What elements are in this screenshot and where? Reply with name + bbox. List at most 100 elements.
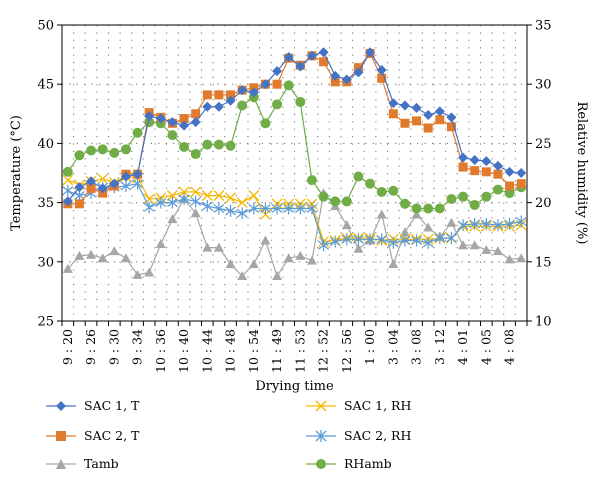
data-point-sac-1-t <box>109 178 120 189</box>
data-point-sac-1-t <box>295 61 306 72</box>
data-point-sac-1-t <box>365 47 376 58</box>
data-point-sac-2-t <box>226 90 236 100</box>
data-point-sac-1-t <box>155 113 166 124</box>
data-point-sac-2-t <box>458 162 468 172</box>
data-point-sac-1-rh <box>178 186 190 198</box>
data-point-tamb <box>306 255 317 265</box>
data-point-tamb <box>492 246 503 256</box>
data-point-sac-1-rh <box>190 186 202 198</box>
data-point-sac-2-rh <box>120 180 132 193</box>
series-line-sac-1-rh <box>67 175 522 243</box>
data-point-sac-1-t <box>202 101 213 112</box>
data-point-tamb <box>120 253 131 263</box>
data-point-sac-1-t <box>446 112 457 123</box>
data-point-rhamb <box>423 203 434 214</box>
data-point-sac-2-rh <box>515 215 527 228</box>
data-point-tamb <box>144 267 155 277</box>
data-point-sac-2-t <box>412 116 422 126</box>
data-point-rhamb <box>237 100 248 111</box>
data-point-rhamb <box>458 191 469 202</box>
data-point-rhamb <box>504 188 515 199</box>
data-point-sac-1-t <box>341 74 352 85</box>
x-tick-label: 4 : 05 <box>478 329 493 365</box>
data-point-tamb <box>469 240 480 250</box>
data-point-sac-2-t <box>400 118 410 128</box>
data-point-rhamb <box>120 144 131 155</box>
data-point-rhamb <box>481 191 492 202</box>
data-point-sac-2-rh <box>167 196 178 209</box>
data-point-rhamb <box>109 147 120 158</box>
data-point-tamb <box>213 242 224 252</box>
data-point-rhamb <box>283 80 294 91</box>
data-point-sac-1-rh <box>248 190 260 201</box>
data-point-rhamb <box>399 198 410 209</box>
data-point-tamb <box>446 217 457 227</box>
data-point-sac-1-rh <box>166 190 178 201</box>
data-point-sac-2-rh <box>376 233 388 246</box>
x-tick-label: 10 : 36 <box>153 329 168 373</box>
data-point-sac-2-t <box>202 90 212 100</box>
data-point-sac-2-rh <box>411 234 422 247</box>
x-tick-label: 4 : 01 <box>455 329 470 365</box>
data-point-sac-1-t <box>399 100 410 111</box>
data-point-sac-1-t <box>330 70 341 81</box>
x-tick-label: 3 : 04 <box>385 329 400 365</box>
data-point-rhamb <box>295 96 306 107</box>
x-tick-label: 3 : 08 <box>409 329 424 365</box>
data-point-rhamb <box>353 171 364 182</box>
data-point-sac-1-t <box>74 182 85 193</box>
data-point-sac-1-t <box>376 64 387 75</box>
data-point-sac-1-t <box>190 117 201 128</box>
data-point-sac-1-t <box>167 117 178 128</box>
data-point-sac-2-rh <box>364 233 376 246</box>
data-point-sac-2-rh <box>387 236 399 249</box>
data-point-sac-1-t <box>423 109 434 120</box>
data-point-rhamb <box>272 99 283 110</box>
data-point-rhamb <box>306 175 317 186</box>
data-point-rhamb <box>225 140 236 151</box>
data-point-rhamb <box>213 139 224 150</box>
data-point-sac-1-rh <box>201 190 213 201</box>
data-point-sac-1-t <box>283 51 294 62</box>
y-right-tick-label: 10 <box>535 315 552 330</box>
data-point-sac-1-t <box>132 169 143 180</box>
data-point-sac-1-t <box>237 85 248 96</box>
data-point-sac-1-t <box>318 47 329 58</box>
data-point-rhamb <box>365 178 376 189</box>
data-point-sac-1-rh <box>225 192 237 204</box>
data-point-rhamb <box>202 139 213 150</box>
data-point-rhamb <box>330 196 341 207</box>
data-point-sac-1-t <box>306 50 317 61</box>
y-right-tick-label: 15 <box>535 255 552 270</box>
data-point-sac-2-t <box>272 79 282 89</box>
x-tick-label: 10 : 54 <box>246 329 261 373</box>
data-point-sac-2-t <box>470 166 480 176</box>
y-left-tick-label: 40 <box>37 137 54 152</box>
data-point-tamb <box>423 222 434 232</box>
data-point-sac-1-t <box>388 98 399 109</box>
y-right-tick-label: 30 <box>535 78 552 93</box>
data-point-sac-2-t <box>214 90 224 100</box>
data-point-rhamb <box>167 130 178 141</box>
data-point-rhamb <box>86 145 97 156</box>
data-point-sac-2-rh <box>422 236 434 249</box>
y-right-tick-label: 35 <box>535 19 552 34</box>
data-point-tamb <box>155 239 166 249</box>
data-point-sac-2-t <box>435 115 445 125</box>
data-point-sac-2-rh <box>213 202 225 215</box>
series-line-rhamb <box>67 84 522 210</box>
data-point-rhamb <box>469 199 480 210</box>
data-point-rhamb <box>74 150 85 161</box>
data-point-sac-2-t <box>191 109 201 119</box>
data-point-sac-2-rh <box>446 232 457 245</box>
data-point-tamb <box>248 259 259 269</box>
data-point-rhamb <box>132 127 143 138</box>
data-point-rhamb <box>492 184 503 195</box>
data-point-tamb <box>481 244 492 254</box>
data-point-sac-1-t <box>504 166 515 177</box>
data-point-sac-1-t <box>86 176 97 187</box>
data-point-sac-2-t <box>330 77 340 87</box>
data-point-rhamb <box>388 185 399 196</box>
data-point-sac-1-t <box>213 101 224 112</box>
